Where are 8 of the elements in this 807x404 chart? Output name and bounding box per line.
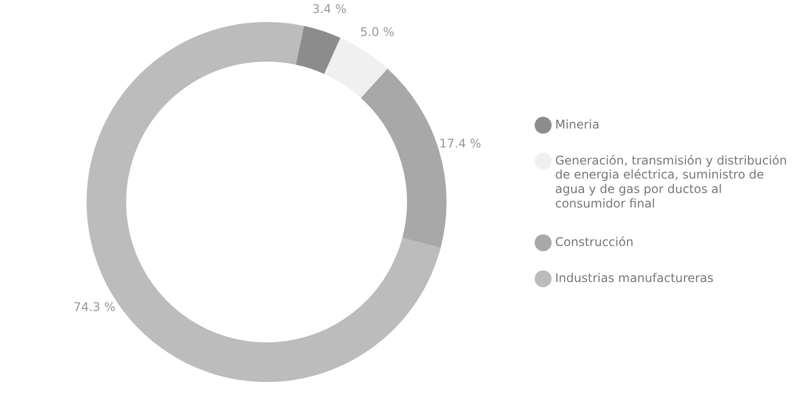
data-label: 5.0 % (360, 25, 394, 40)
legend-label: Industrias manufactureras (555, 270, 714, 285)
legend-label: Generación, transmisión y distribución de energia eléctrica, suministro de agua y de gas por ductos al consumidor final (555, 153, 788, 211)
data-label: 3.4 % (312, 2, 347, 16)
data-label: 74.3 % (74, 300, 116, 314)
legend-label: Mineria (555, 117, 600, 132)
legend-label: Construcción (555, 234, 634, 249)
data-label: 17.4 % (439, 136, 482, 151)
